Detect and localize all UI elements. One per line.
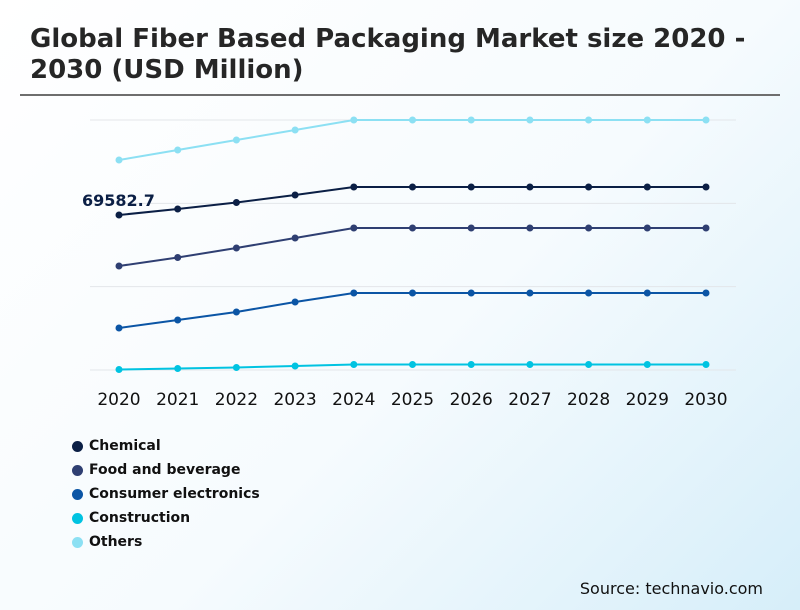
legend: Chemical Food and beverage Consumer elec…	[72, 434, 260, 554]
legend-label: Construction	[89, 510, 191, 526]
x-tick-label: 2020	[97, 390, 140, 410]
data-point	[702, 289, 710, 297]
series-line-chemical	[118, 186, 706, 216]
source-note: Source: technavio.com	[579, 579, 763, 598]
series-line-others	[118, 119, 706, 161]
x-tick-label: 2030	[684, 390, 727, 410]
x-tick-label: 2028	[567, 390, 610, 410]
data-point	[409, 183, 416, 191]
data-point	[526, 289, 534, 297]
legend-label: Chemical	[89, 438, 161, 454]
legend-item-chemical[interactable]: Chemical	[72, 434, 260, 458]
data-point	[702, 360, 710, 368]
data-point	[467, 289, 475, 297]
legend-item-others[interactable]: Others	[72, 530, 260, 554]
data-point	[467, 224, 475, 232]
legend-label: Consumer electronics	[89, 486, 260, 502]
x-tick-label: 2027	[508, 390, 551, 410]
data-point	[291, 191, 299, 199]
data-point	[291, 234, 299, 242]
data-point	[174, 254, 182, 262]
x-tick-label: 2026	[450, 390, 493, 410]
legend-label: Others	[89, 534, 143, 550]
data-point	[467, 360, 475, 368]
data-point	[526, 116, 534, 124]
legend-marker-icon	[72, 464, 83, 476]
data-point	[702, 183, 710, 191]
legend-item-food-and-beverage[interactable]: Food and beverage	[72, 458, 260, 482]
legend-marker-icon	[72, 440, 83, 452]
legend-label: Food and beverage	[89, 462, 241, 478]
data-point	[174, 146, 182, 154]
data-point	[702, 116, 710, 124]
data-point	[526, 360, 534, 368]
data-point	[643, 183, 651, 191]
title-divider	[20, 94, 780, 96]
data-point	[174, 205, 182, 213]
data-label: 69582.7	[82, 191, 155, 210]
data-point	[232, 199, 240, 207]
data-point	[702, 224, 710, 232]
data-point	[409, 224, 416, 232]
data-point	[409, 360, 416, 368]
data-point	[350, 224, 358, 232]
data-point	[291, 362, 299, 370]
data-point	[350, 289, 358, 297]
data-point	[232, 244, 240, 252]
data-point	[350, 183, 358, 191]
chart-title: Global Fiber Based Packaging Market size…	[30, 24, 746, 85]
legend-marker-icon	[72, 536, 83, 548]
x-tick-label: 2029	[626, 390, 669, 410]
data-point	[291, 298, 299, 306]
data-point	[291, 126, 299, 134]
data-point	[350, 360, 358, 368]
data-point	[115, 324, 123, 332]
data-point	[585, 183, 593, 191]
data-point	[467, 116, 475, 124]
data-point	[526, 183, 534, 191]
series-line-food-and-beverage	[118, 227, 706, 267]
data-point	[115, 211, 123, 219]
data-point	[409, 116, 416, 124]
data-point	[467, 183, 475, 191]
x-tick-label: 2025	[391, 390, 434, 410]
x-tick-label: 2021	[156, 390, 199, 410]
x-tick-label: 2024	[332, 390, 375, 410]
data-point	[232, 364, 240, 372]
data-point	[232, 136, 240, 144]
legend-marker-icon	[72, 488, 83, 500]
data-point	[409, 289, 416, 297]
data-point	[643, 360, 651, 368]
data-point	[232, 308, 240, 316]
data-point	[174, 365, 182, 373]
data-point	[115, 366, 123, 374]
x-tick-label: 2023	[273, 390, 316, 410]
data-point	[643, 116, 651, 124]
data-point	[585, 224, 593, 232]
legend-marker-icon	[72, 512, 83, 524]
data-point	[585, 360, 593, 368]
data-point	[585, 116, 593, 124]
data-point	[526, 224, 534, 232]
data-point	[585, 289, 593, 297]
data-point	[115, 156, 123, 164]
data-point	[115, 262, 123, 270]
data-point	[350, 116, 358, 124]
data-point	[643, 289, 651, 297]
legend-item-construction[interactable]: Construction	[72, 506, 260, 530]
x-tick-label: 2022	[215, 390, 258, 410]
data-point	[174, 316, 182, 324]
legend-item-consumer-electronics[interactable]: Consumer electronics	[72, 482, 260, 506]
series-line-consumer-electronics	[118, 291, 706, 330]
data-point	[643, 224, 651, 232]
